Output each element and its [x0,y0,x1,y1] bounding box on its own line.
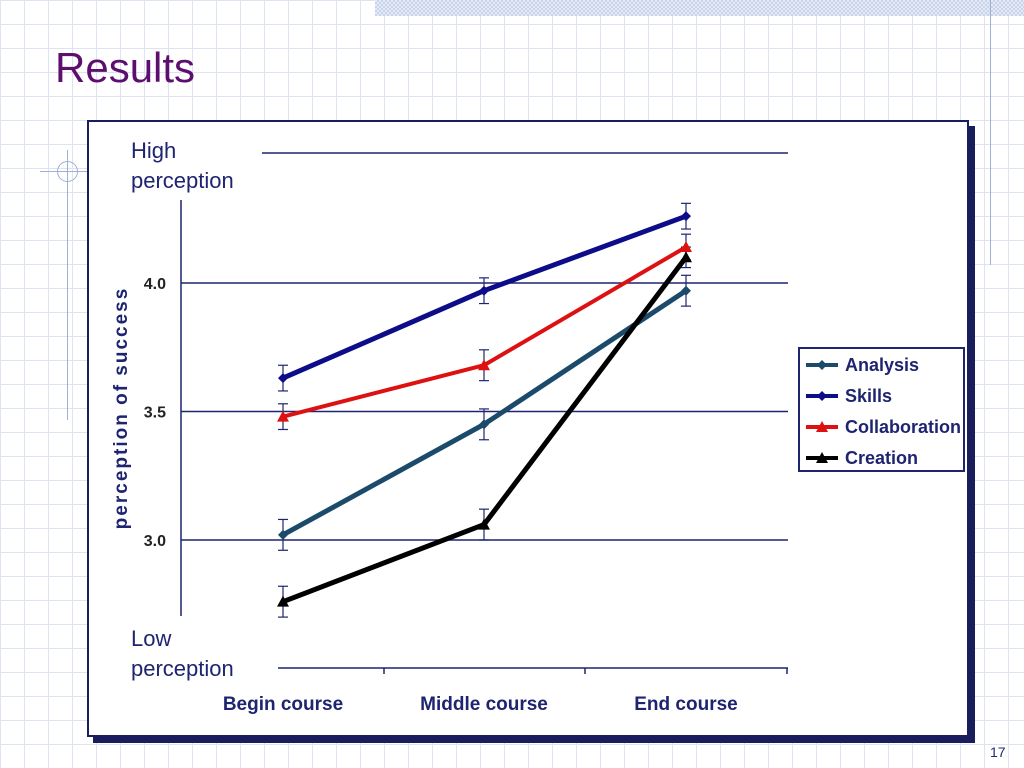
data-point-analysis [681,285,691,296]
data-point-analysis [479,419,489,430]
legend-marker [816,452,828,463]
legend-marker [817,360,827,370]
page-number: 17 [990,744,1006,760]
data-point-analysis [278,529,288,540]
high-annotation-line1: High [131,138,176,163]
low-annotation-line2: perception [131,656,234,681]
data-point-collaboration [478,359,490,371]
y-tick-label: 3.0 [144,533,166,550]
legend-label: Collaboration [845,417,961,437]
data-point-creation [277,595,289,607]
data-point-skills [479,285,489,296]
header-pattern-band [375,0,1024,16]
legend-box [798,347,965,472]
legend-label: Creation [845,448,918,468]
data-point-skills [681,211,691,222]
legend-marker [816,421,828,432]
high-annotation-line2: perception [131,168,234,193]
data-point-collaboration [680,241,692,253]
data-point-creation [680,251,692,263]
data-point-creation [478,518,490,530]
data-point-collaboration [277,410,289,422]
data-point-skills [278,373,288,384]
decorative-vertical-line [67,150,68,420]
legend-label: Skills [845,386,892,406]
low-annotation-line1: Low [131,626,171,651]
legend-marker [817,391,827,401]
x-tick-label: End course [634,694,737,715]
legend-label: Analysis [845,355,919,375]
x-tick-label: Middle course [420,694,548,715]
x-tick-label: Begin course [223,694,343,715]
slide-title: Results [55,44,196,91]
y-tick-label: 4.0 [144,276,166,293]
decorative-vertical-line-right [990,0,991,265]
decorative-circle [57,161,78,182]
y-tick-label: 3.5 [144,405,166,422]
y-axis-title: perception of success [111,287,132,530]
